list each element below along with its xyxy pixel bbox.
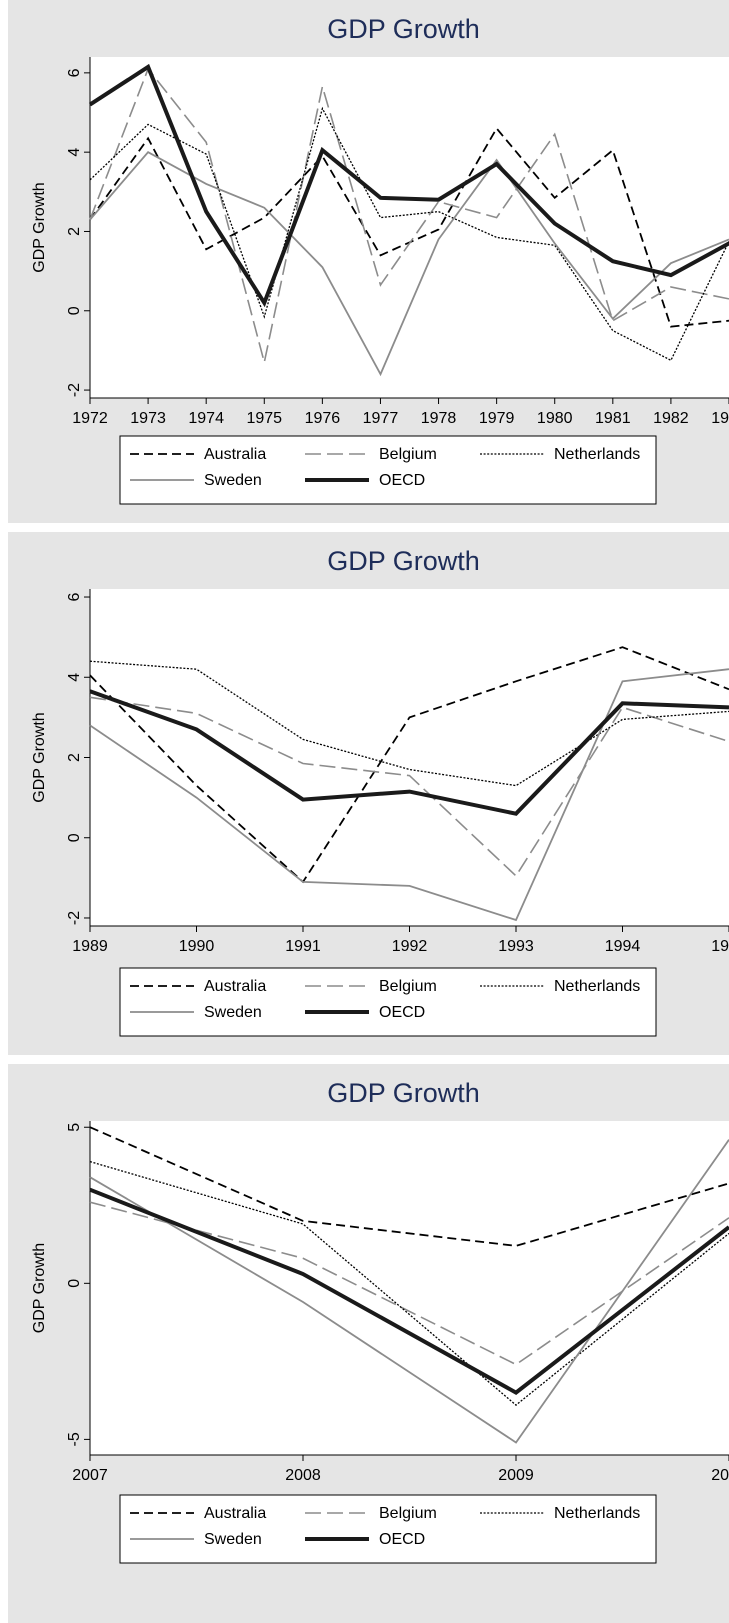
series-line-oecd <box>89 689 729 816</box>
x-tick-label: 1978 <box>421 410 457 427</box>
legend-label-australia: Australia <box>204 446 266 463</box>
y-tick-label: -2 <box>66 911 83 925</box>
chart-title: GDP Growth <box>327 546 480 576</box>
chart-title: GDP Growth <box>327 14 480 44</box>
x-tick-label: 1990 <box>179 938 215 955</box>
y-tick-label: 2 <box>66 227 83 236</box>
legend-label-belgium: Belgium <box>379 978 437 995</box>
y-tick-label: 5 <box>66 1123 83 1132</box>
y-tick-label: -2 <box>66 383 83 397</box>
x-tick-label: 1975 <box>246 410 282 427</box>
x-tick-label: 1976 <box>305 410 341 427</box>
y-tick-label: -5 <box>66 1432 83 1446</box>
plot-area <box>90 57 729 398</box>
y-tick-label: 4 <box>66 148 83 157</box>
x-tick-label: 1980 <box>537 410 573 427</box>
y-tick-label: 2 <box>66 753 83 762</box>
legend-label-sweden: Sweden <box>204 1531 262 1548</box>
series-line-oecd <box>88 63 729 308</box>
legend-label-oecd: OECD <box>379 472 425 489</box>
y-tick-label: 6 <box>66 592 83 601</box>
legend-label-netherlands: Netherlands <box>554 1505 640 1522</box>
legend-box <box>119 967 657 1037</box>
legend-label-oecd: OECD <box>379 1531 425 1548</box>
plot-area <box>90 1121 729 1455</box>
legend-label-belgium: Belgium <box>379 446 437 463</box>
x-tick-label: 2010 <box>711 1467 729 1484</box>
x-tick-label: 1989 <box>72 938 108 955</box>
legend: Australia Belgium Netherlands Sweden OECD <box>119 1494 657 1564</box>
x-tick-label: 1973 <box>130 410 166 427</box>
legend: Australia Belgium Netherlands Sweden OECD <box>119 435 657 505</box>
chart-2000s: GDP Growth GDP Growth -5 0 5 2007 2008 2009 2010… <box>8 1064 729 1623</box>
legend-label-belgium: Belgium <box>379 1505 437 1522</box>
x-tick-label: 1992 <box>392 938 428 955</box>
x-tick-label: 2008 <box>285 1467 321 1484</box>
series-line-oecd <box>89 1187 729 1395</box>
series-line-belgium <box>89 67 729 363</box>
y-axis-label: GDP Growth <box>31 1243 48 1333</box>
x-tick-label: 1977 <box>363 410 399 427</box>
legend-label-australia: Australia <box>204 1505 266 1522</box>
x-tick-label: 1993 <box>498 938 534 955</box>
chart-panel-1970s: GDP Growth GDP Growth -2 0 2 4 6 1972 1973 1974 19… <box>8 0 729 541</box>
chart-panel-1990s: GDP Growth GDP Growth -2 0 2 4 6 1989 1990 1991 19… <box>8 532 729 1073</box>
series-line-sweden <box>89 151 729 377</box>
y-tick-label: 6 <box>66 68 83 77</box>
legend-label-sweden: Sweden <box>204 472 262 489</box>
x-tick-label: 1995 <box>711 938 729 955</box>
y-tick-label: 4 <box>66 673 83 682</box>
x-tick-label: 1981 <box>595 410 631 427</box>
x-tick-label: 1983 <box>711 410 729 427</box>
series-line-sweden <box>89 1139 729 1444</box>
legend-box <box>119 1494 657 1564</box>
x-tick-label: 1974 <box>188 410 224 427</box>
chart-title: GDP Growth <box>327 1078 480 1108</box>
x-tick-label: 1972 <box>72 410 108 427</box>
x-tick-label: 1991 <box>285 938 321 955</box>
chart-1970s: GDP Growth GDP Growth -2 0 2 4 6 1972 1973 1974 19… <box>8 0 729 523</box>
chart-1990s: GDP Growth GDP Growth -2 0 2 4 6 1989 1990 1991 19… <box>8 532 729 1055</box>
legend-label-netherlands: Netherlands <box>554 978 640 995</box>
chart-panel-2000s: GDP Growth GDP Growth -5 0 5 2007 2008 2009 2010… <box>8 1064 729 1623</box>
x-tick-label: 1979 <box>479 410 515 427</box>
y-axis-label: GDP Growth <box>31 182 48 272</box>
y-tick-label: 0 <box>66 833 83 842</box>
series-line-belgium <box>89 696 729 878</box>
series-line-australia <box>89 646 729 884</box>
legend-label-netherlands: Netherlands <box>554 446 640 463</box>
legend-label-sweden: Sweden <box>204 1004 262 1021</box>
series-line-sweden <box>89 668 729 922</box>
legend: Australia Belgium Netherlands Sweden OECD <box>119 967 657 1037</box>
x-tick-label: 1994 <box>605 938 641 955</box>
legend-label-oecd: OECD <box>379 1004 425 1021</box>
x-tick-label: 2009 <box>498 1467 534 1484</box>
series-line-netherlands <box>89 106 729 362</box>
x-tick-label: 2007 <box>72 1467 108 1484</box>
plot-area <box>90 589 729 926</box>
series-line-australia <box>89 1126 729 1247</box>
legend-label-australia: Australia <box>204 978 266 995</box>
x-tick-label: 1982 <box>653 410 689 427</box>
y-tick-label: 0 <box>66 306 83 315</box>
series-line-netherlands <box>89 1160 729 1406</box>
legend-box <box>119 435 657 505</box>
y-axis-label: GDP Growth <box>31 712 48 802</box>
y-tick-label: 0 <box>66 1279 83 1288</box>
